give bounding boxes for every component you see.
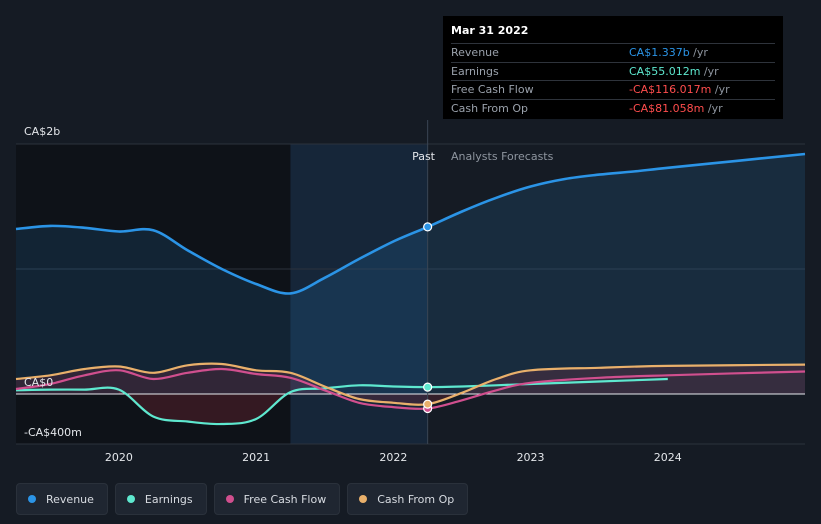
x-tick-label: 2024: [654, 451, 682, 464]
legend-label: Earnings: [144, 492, 193, 506]
chart-legend: Revenue Earnings Free Cash Flow Cash Fro…: [16, 483, 469, 516]
legend-dot-icon: [225, 495, 234, 503]
legend-item-free-cash-flow[interactable]: Free Cash Flow: [213, 483, 341, 515]
legend-dot-icon: [359, 495, 368, 503]
x-axis-ticks: 2020 2021 2022 2023 2024: [105, 451, 682, 464]
data-tooltip: Mar 31 2022 Revenue CA$1.337b /yr Earnin…: [443, 16, 783, 119]
x-tick-label: 2021: [242, 451, 270, 464]
y-label-top: CA$2b: [24, 125, 60, 138]
tooltip-row-cash-from-op: Cash From Op -CA$81.058m /yr: [451, 98, 775, 118]
forecast-label: Analysts Forecasts: [451, 150, 554, 163]
earnings-point-marker[interactable]: [423, 382, 433, 392]
cash-from-op-point-marker[interactable]: [423, 399, 433, 409]
tooltip-value: -CA$81.058m: [629, 101, 705, 115]
tooltip-unit: /yr: [689, 46, 708, 59]
tooltip-unit: /yr: [700, 64, 719, 78]
revenue-line: [15, 152, 806, 295]
tooltip-row-revenue: Revenue CA$1.337b /yr: [451, 43, 775, 62]
tooltip-label: Revenue: [451, 46, 499, 59]
legend-label: Cash From Op: [377, 492, 455, 506]
earnings-line: [15, 377, 668, 426]
legend-dot-icon: [28, 495, 36, 503]
tooltip-row-earnings: Earnings CA$55.012m /yr: [451, 61, 775, 81]
free-cash-flow-line: [15, 367, 806, 410]
y-label-zero: CA$0: [24, 376, 53, 389]
tooltip-value: -CA$116.017m: [629, 83, 712, 96]
earnings-negative-area: [118, 389, 291, 425]
cash-from-op-line: [15, 362, 806, 406]
legend-item-earnings[interactable]: Earnings: [114, 483, 207, 515]
revenue-area: [16, 154, 805, 394]
legend-item-revenue[interactable]: Revenue: [16, 483, 108, 515]
x-tick-label: 2022: [379, 451, 407, 464]
tooltip-value: CA$1.337b: [629, 46, 690, 59]
tooltip-label: Earnings: [451, 64, 499, 78]
y-label-bottom: -CA$400m: [24, 426, 82, 439]
cash-from-op-area: [16, 363, 805, 405]
tooltip-label: Cash From Op: [451, 101, 529, 115]
revenue-point-marker[interactable]: [423, 222, 433, 232]
tooltip-date: Mar 31 2022: [451, 24, 529, 37]
tooltip-row-free-cash-flow: Free Cash Flow -CA$116.017m /yr: [451, 80, 775, 99]
tooltip-label: Free Cash Flow: [451, 83, 534, 96]
legend-label: Revenue: [46, 492, 94, 506]
tooltip-value: CA$55.012m: [629, 64, 701, 78]
legend-dot-icon: [126, 495, 135, 503]
tooltip-unit: /yr: [711, 83, 730, 96]
x-tick-label: 2023: [517, 451, 545, 464]
tooltip-unit: /yr: [704, 101, 723, 115]
past-label: Past: [412, 150, 436, 163]
x-tick-label: 2020: [105, 451, 133, 464]
legend-item-cash-from-op[interactable]: Cash From Op: [347, 483, 469, 515]
legend-label: Free Cash Flow: [243, 492, 327, 506]
